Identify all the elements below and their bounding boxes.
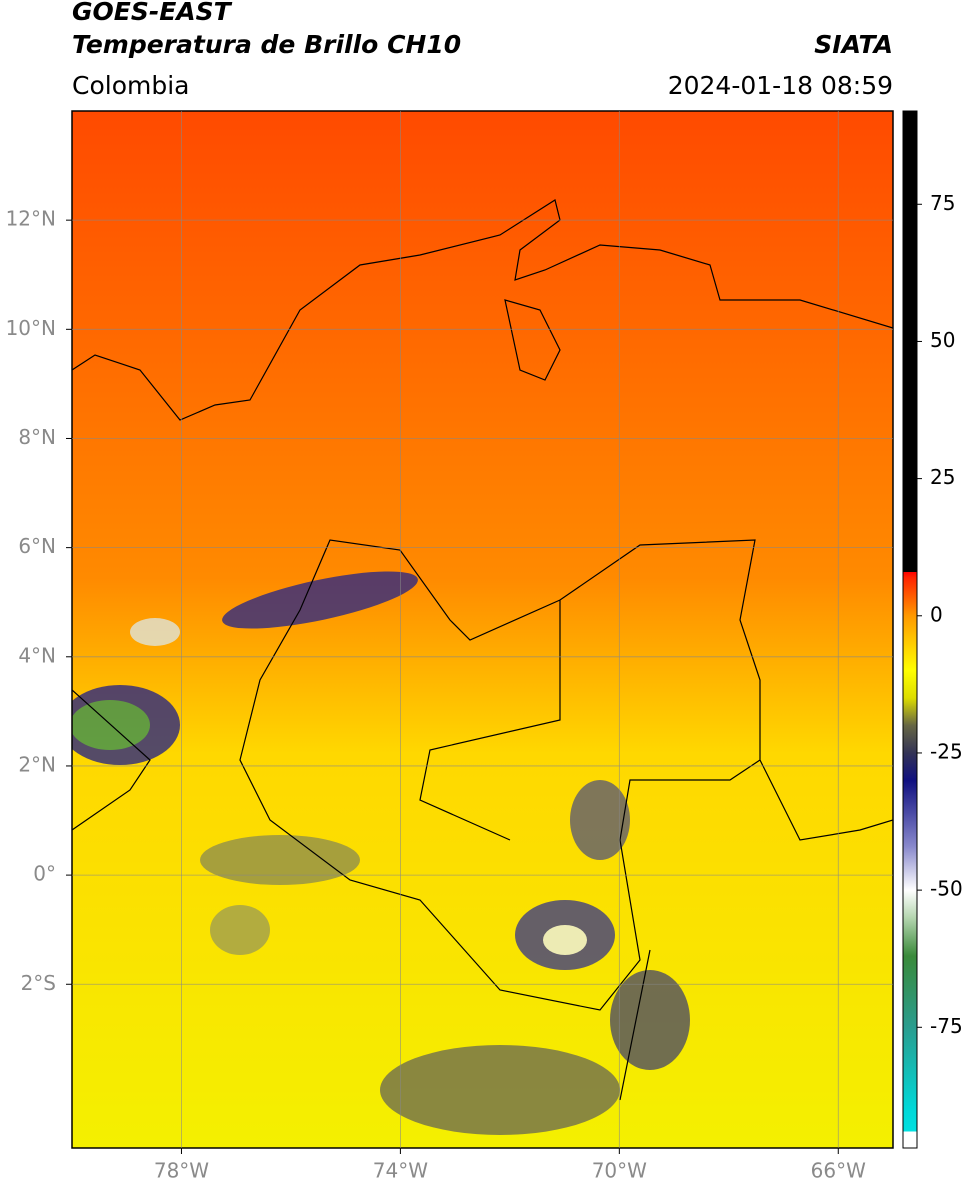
cloud	[570, 780, 630, 860]
cloud	[380, 1045, 620, 1135]
colorbar-tick-label: 25	[930, 465, 955, 489]
colorbar-tick-label: -25	[930, 739, 963, 763]
colorbar-tick-label: 0	[930, 602, 943, 626]
subtitle: Temperatura de Brillo CH10	[72, 30, 461, 59]
region: Colombia	[72, 71, 189, 100]
title: GOES-EAST	[72, 0, 233, 26]
cloud	[210, 905, 270, 955]
colorbar-tick-label: -75	[930, 1014, 963, 1038]
timestamp: 2024-01-18 08:59	[668, 71, 893, 100]
cloud	[130, 618, 180, 646]
clouds	[72, 571, 690, 1135]
cloud	[222, 571, 418, 629]
lon-tick-label: 70°W	[592, 1159, 647, 1183]
source: SIATA	[814, 30, 893, 59]
cloud	[610, 970, 690, 1070]
lat-tick-label: 10°N	[6, 316, 56, 340]
cloud	[72, 700, 150, 750]
borders	[72, 199, 893, 1101]
colorbar-tick-label: 50	[930, 328, 955, 352]
lat-tick-label: 12°N	[6, 207, 56, 231]
cloud	[200, 835, 360, 885]
cloud	[543, 925, 587, 955]
lat-tick-label: 2°S	[21, 971, 56, 995]
brightness-field	[72, 111, 893, 1148]
map-frame	[71, 110, 894, 1149]
lon-tick-label: 74°W	[373, 1159, 428, 1183]
lat-tick-label: 4°N	[18, 643, 56, 667]
colorbar-tick-label: 75	[930, 191, 955, 215]
lat-tick-label: 0°	[33, 862, 56, 886]
lat-tick-label: 8°N	[18, 425, 56, 449]
lon-tick-label: 78°W	[154, 1159, 209, 1183]
imagery	[72, 111, 893, 1148]
lon-tick-label: 66°W	[811, 1159, 866, 1183]
colorbar-tick-label: -50	[930, 877, 963, 901]
colorbar	[902, 110, 918, 1149]
lat-tick-label: 6°N	[18, 534, 56, 558]
lat-tick-label: 2°N	[18, 752, 56, 776]
